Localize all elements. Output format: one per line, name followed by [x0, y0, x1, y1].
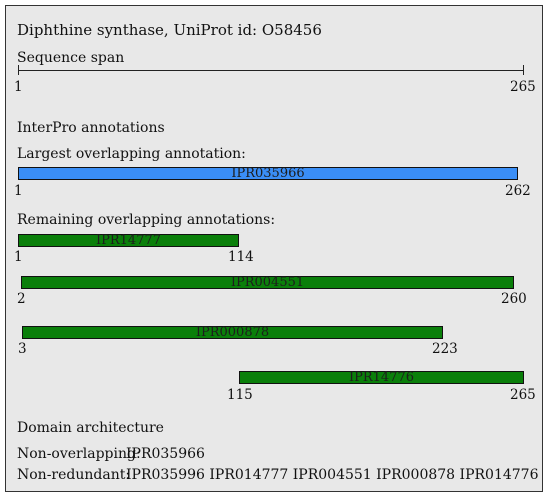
- remaining-annotation-bar: IPR004551: [21, 276, 514, 289]
- remaining-annotation-end: 265: [510, 387, 536, 403]
- remaining-annotation-end: 114: [228, 249, 254, 265]
- remaining-annotations-label: Remaining overlapping annotations:: [17, 212, 276, 228]
- remaining-annotation-bar: IPR000878: [22, 326, 443, 339]
- sequence-axis-line: [18, 70, 524, 71]
- protein-title: Diphthine synthase, UniProt id: O58456: [17, 21, 322, 39]
- largest-annotation-bar: IPR035966: [18, 167, 518, 180]
- sequence-axis-start-tick: [18, 65, 19, 75]
- sequence-start-label: 1: [14, 79, 23, 95]
- remaining-annotation-end: 260: [501, 291, 527, 307]
- largest-annotation-end: 262: [505, 183, 531, 199]
- remaining-annotation-start: 1: [14, 249, 23, 265]
- remaining-annotation-start: 3: [18, 341, 27, 357]
- interpro-heading: InterPro annotations: [17, 120, 165, 136]
- remaining-annotation-start: 115: [227, 387, 253, 403]
- non-overlapping-value: IPR035966: [126, 446, 205, 462]
- non-redundant-value: IPR035996 IPR014777 IPR004551 IPR000878 …: [126, 467, 539, 483]
- sequence-end-label: 265: [510, 79, 536, 95]
- diagram-frame: [5, 5, 543, 492]
- largest-annotation-start: 1: [14, 183, 23, 199]
- remaining-annotation-start: 2: [17, 291, 26, 307]
- non-overlapping-label: Non-overlapping:: [17, 446, 141, 462]
- domain-architecture-heading: Domain architecture: [17, 420, 164, 436]
- remaining-annotation-bar: IPR14776: [239, 371, 524, 384]
- sequence-span-label: Sequence span: [17, 50, 125, 66]
- remaining-annotation-bar: IPR14777: [18, 234, 239, 247]
- sequence-axis-end-tick: [523, 65, 524, 75]
- remaining-annotation-end: 223: [432, 341, 458, 357]
- largest-annotation-label: Largest overlapping annotation:: [17, 146, 246, 162]
- non-redundant-label: Non-redundant:: [17, 467, 131, 483]
